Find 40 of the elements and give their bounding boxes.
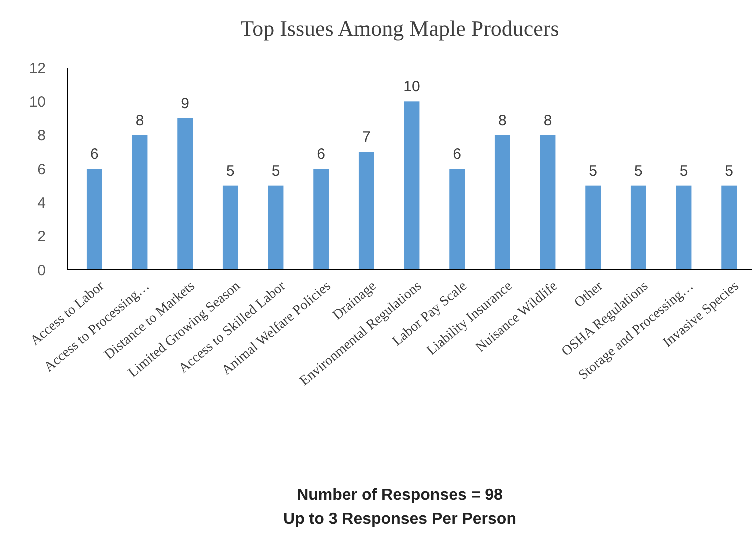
- data-label: 9: [181, 96, 190, 112]
- bar: [132, 135, 148, 270]
- y-tick-label: 8: [38, 128, 46, 145]
- data-label: 5: [226, 162, 235, 180]
- bar: [314, 169, 330, 270]
- bar: [494, 135, 510, 270]
- y-tick-label: 0: [38, 262, 46, 280]
- bar: [178, 118, 194, 270]
- y-tick-label: 6: [38, 161, 46, 178]
- bar: [586, 186, 602, 270]
- bar: [450, 169, 466, 270]
- y-tick-label: 12: [29, 60, 46, 78]
- data-label: 8: [136, 112, 144, 130]
- data-label: 8: [544, 112, 552, 130]
- y-tick-label: 2: [38, 228, 46, 246]
- bar: [630, 186, 646, 270]
- data-label: 5: [725, 162, 734, 180]
- data-label: 5: [680, 162, 688, 180]
- bar: [676, 186, 692, 270]
- y-tick-label: 10: [29, 94, 46, 111]
- data-label: 5: [634, 162, 643, 180]
- bar: [86, 169, 102, 270]
- y-tick-label: 4: [38, 194, 46, 212]
- data-label: 6: [453, 146, 462, 163]
- data-label: 5: [272, 162, 280, 180]
- data-label: 6: [90, 146, 99, 163]
- data-label: 8: [498, 112, 507, 130]
- data-label: 7: [362, 129, 371, 146]
- text: Number of Responses = 98: [297, 487, 504, 504]
- data-label: 10: [404, 78, 420, 96]
- data-label: 6: [317, 146, 326, 163]
- data-label: 5: [589, 162, 598, 180]
- bar: [268, 186, 284, 270]
- text: Up to 3 Responses Per Person: [284, 511, 516, 528]
- bar: [404, 102, 420, 270]
- bar: [722, 186, 738, 270]
- bar: [222, 186, 238, 270]
- chart-title: Top Issues Among Maple Producers: [240, 16, 560, 41]
- bar: [540, 135, 556, 270]
- bar: [358, 152, 374, 270]
